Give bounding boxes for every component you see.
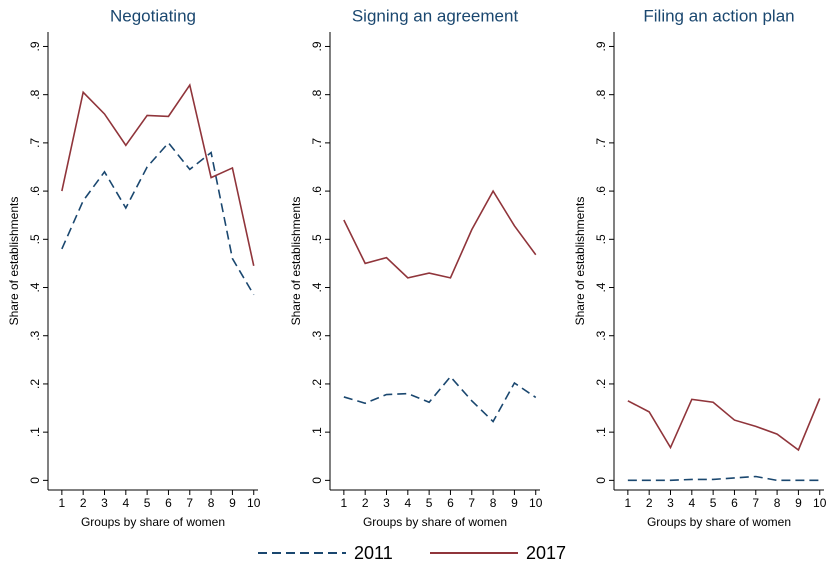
x-tick-label: 10: [247, 496, 261, 510]
x-tick-label: 6: [447, 496, 454, 510]
y-tick-label: .2: [594, 379, 608, 389]
series-line: [61, 141, 255, 296]
x-tick-label: 7: [752, 496, 759, 510]
y-tick-label: .8: [28, 89, 42, 99]
y-tick-label: .8: [594, 89, 608, 99]
series-line: [627, 475, 820, 482]
series-line: [343, 189, 537, 279]
y-tick-label: .5: [310, 234, 324, 244]
x-tick-label: 4: [122, 496, 129, 510]
x-axis-label: Groups by share of women: [363, 515, 507, 529]
y-tick-label: 0: [310, 477, 324, 484]
y-tick-label: 0: [28, 477, 42, 484]
y-tick-label: .3: [310, 330, 324, 340]
x-tick-label: 3: [383, 496, 390, 510]
y-tick-label: 0: [594, 477, 608, 484]
y-tick-label: .4: [310, 282, 324, 292]
y-tick-label: .6: [310, 186, 324, 196]
x-tick-label: 7: [186, 496, 193, 510]
x-tick-label: 5: [710, 496, 717, 510]
x-tick-label: 4: [688, 496, 695, 510]
y-tick-label: .6: [28, 186, 42, 196]
x-axis-label: Groups by share of women: [647, 515, 791, 529]
y-tick-label: .1: [310, 427, 324, 437]
x-tick-label: 4: [404, 496, 411, 510]
y-axis-label: Share of establishments: [7, 197, 21, 326]
y-tick-label: .6: [594, 186, 608, 196]
x-tick-label: 6: [731, 496, 738, 510]
y-tick-label: .3: [28, 330, 42, 340]
y-tick-label: .9: [594, 41, 608, 51]
y-axis-label: Share of establishments: [573, 197, 587, 326]
x-tick-label: 10: [813, 496, 827, 510]
x-tick-label: 9: [795, 496, 802, 510]
x-tick-label: 3: [101, 496, 108, 510]
x-tick-label: 10: [529, 496, 543, 510]
series-line: [343, 375, 537, 423]
chart-title: Signing an agreement: [352, 6, 519, 25]
series-line: [627, 398, 821, 452]
x-tick-label: 6: [165, 496, 172, 510]
y-tick-label: .9: [310, 41, 324, 51]
chart-title: Negotiating: [110, 6, 196, 25]
x-tick-label: 8: [774, 496, 781, 510]
x-tick-label: 2: [80, 496, 87, 510]
y-tick-label: .2: [310, 379, 324, 389]
x-tick-label: 1: [59, 496, 66, 510]
series-line: [61, 83, 255, 266]
x-tick-label: 9: [229, 496, 236, 510]
x-tick-label: 7: [468, 496, 475, 510]
x-tick-label: 5: [426, 496, 433, 510]
y-axis-label: Share of establishments: [289, 197, 303, 326]
x-tick-label: 2: [362, 496, 369, 510]
x-tick-label: 1: [625, 496, 632, 510]
x-tick-label: 5: [144, 496, 151, 510]
y-tick-label: .8: [310, 89, 324, 99]
legend-label: 2011: [354, 543, 393, 563]
y-tick-label: .7: [310, 138, 324, 148]
y-tick-label: .2: [28, 379, 42, 389]
y-tick-label: .7: [28, 138, 42, 148]
y-tick-label: .5: [594, 234, 608, 244]
chart-title: Filing an action plan: [643, 6, 794, 25]
x-tick-label: 8: [490, 496, 497, 510]
x-tick-label: 2: [646, 496, 653, 510]
y-tick-label: .3: [594, 330, 608, 340]
y-tick-label: .7: [594, 138, 608, 148]
x-tick-label: 8: [208, 496, 215, 510]
y-tick-label: .1: [28, 427, 42, 437]
x-tick-label: 9: [511, 496, 518, 510]
y-tick-label: .4: [594, 282, 608, 292]
y-tick-label: .5: [28, 234, 42, 244]
y-tick-label: .9: [28, 41, 42, 51]
legend-label: 2017: [526, 543, 566, 563]
y-tick-label: .1: [594, 427, 608, 437]
x-axis-label: Groups by share of women: [81, 515, 225, 529]
y-tick-label: .4: [28, 282, 42, 292]
x-tick-label: 3: [667, 496, 674, 510]
x-tick-label: 1: [341, 496, 348, 510]
